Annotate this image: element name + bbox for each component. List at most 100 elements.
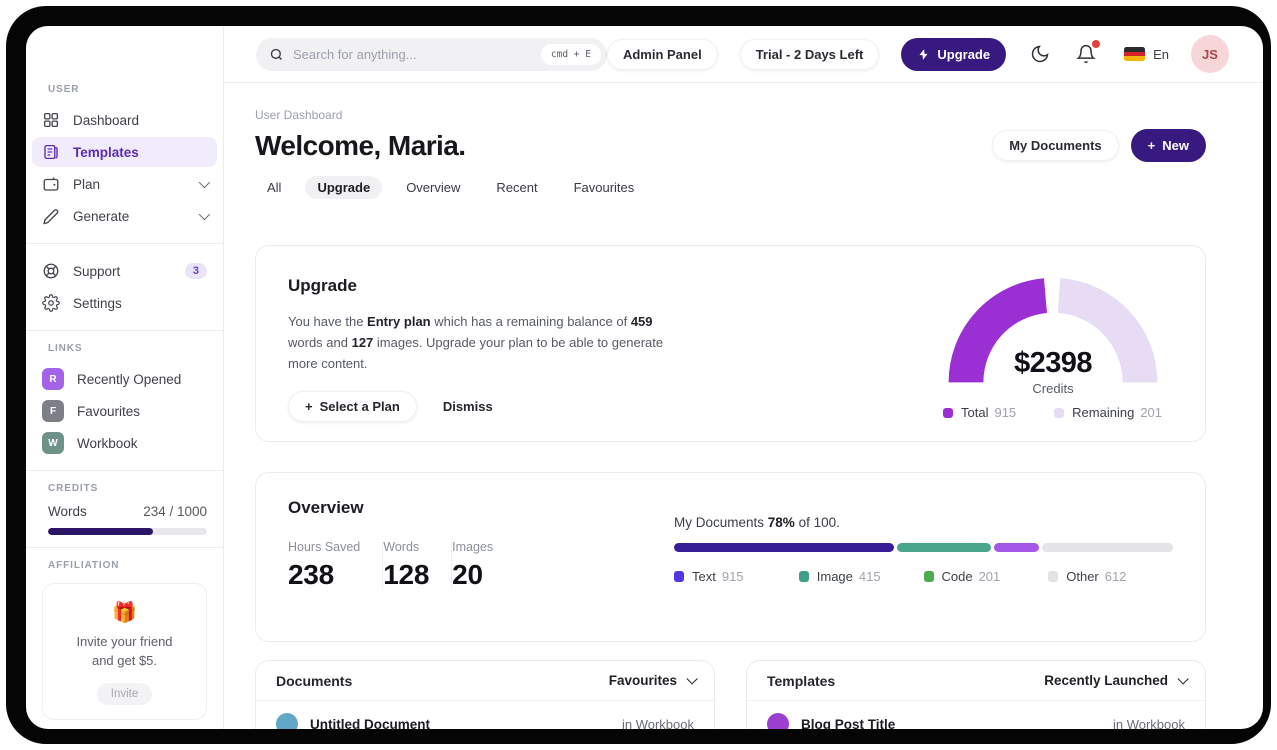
sidebar-section-user: USER	[48, 84, 80, 95]
sidebar-item-generate[interactable]: Generate	[32, 201, 217, 231]
sidebar-item-label: Workbook	[77, 435, 138, 451]
search-icon	[270, 48, 282, 60]
search-input[interactable]	[293, 46, 541, 62]
my-documents-button[interactable]: My Documents	[992, 130, 1119, 161]
tab-all[interactable]: All	[267, 180, 282, 195]
trial-days-left-button[interactable]: Trial - 2 Days Left	[739, 38, 880, 70]
tab-recent[interactable]: Recent	[496, 180, 538, 195]
page-title: Welcome, Maria.	[255, 129, 466, 161]
select-plan-button[interactable]: + Select a Plan	[288, 391, 417, 423]
plus-icon: +	[1147, 138, 1156, 153]
gear-icon	[42, 294, 60, 312]
stat-value: 238	[288, 559, 334, 590]
admin-panel-button[interactable]: Admin Panel	[606, 38, 718, 70]
sidebar-section-credits: CREDITS	[48, 483, 99, 494]
search-bar[interactable]: cmd + E	[256, 37, 607, 71]
dashboard-content: User Dashboard Welcome, Maria. My Docume…	[224, 83, 1263, 729]
sidebar-item-settings[interactable]: Settings	[32, 288, 217, 318]
bar-segment-image	[896, 543, 992, 552]
new-button-label: New	[1162, 138, 1189, 153]
gauge-caption: Credits	[1032, 381, 1074, 396]
document-location: in Workbook	[621, 716, 694, 730]
dark-mode-toggle[interactable]	[1030, 43, 1052, 65]
credits-gauge: $2398 Credits Total 915 Remaining 201	[943, 246, 1169, 441]
chevron-down-icon	[198, 208, 211, 221]
legend-label: Image	[816, 569, 853, 584]
user-avatar[interactable]: JS	[1191, 35, 1229, 73]
notifications-button[interactable]	[1076, 40, 1101, 65]
upgrade-button-label: Upgrade	[937, 46, 991, 62]
wallet-icon	[42, 175, 60, 193]
bar-segment-other	[1042, 543, 1173, 552]
main-area: cmd + E Admin Panel Trial - 2 Days Left …	[224, 26, 1263, 729]
overview-card-title: Overview	[288, 498, 364, 517]
chevron-down-icon	[686, 672, 698, 685]
legend-label: Total	[961, 405, 989, 420]
stat-divider	[382, 542, 384, 589]
search-shortcut-hint: cmd + E	[540, 43, 601, 65]
tab-favourites[interactable]: Favourites	[573, 180, 635, 195]
documents-filter-label: Favourites	[608, 673, 677, 688]
templates-filter-dropdown[interactable]: Recently Launched	[1044, 672, 1189, 688]
sidebar-link-recently-opened[interactable]: R Recently Opened	[32, 364, 217, 394]
legend-swatch-other	[1048, 571, 1059, 582]
stat-label: Hours Saved	[288, 540, 361, 554]
new-button[interactable]: + New	[1130, 129, 1206, 162]
gauge-legend: Total 915 Remaining 201	[943, 405, 1169, 420]
credits-progress-bar	[48, 528, 207, 535]
german-flag-icon[interactable]	[1124, 47, 1146, 61]
document-name: Untitled Document	[310, 716, 430, 730]
notification-dot	[1092, 40, 1101, 48]
progress-legend: Text 915 Image 415 Cod	[674, 569, 1173, 584]
sidebar-link-workbook[interactable]: W Workbook	[32, 428, 217, 458]
legend-label: Code	[941, 569, 973, 584]
life-buoy-icon	[42, 262, 60, 280]
upgrade-card: Upgrade You have the Entry plan which ha…	[255, 245, 1206, 442]
document-list-item[interactable]: Untitled Document in Workbook	[256, 701, 714, 729]
sidebar-item-label: Settings	[73, 295, 122, 311]
sidebar-section-affiliation: AFFILIATION	[48, 560, 120, 571]
language-label[interactable]: En	[1153, 46, 1169, 62]
topbar: cmd + E Admin Panel Trial - 2 Days Left …	[224, 26, 1263, 83]
upgrade-card-title: Upgrade	[288, 276, 357, 295]
sidebar-item-label: Favourites	[77, 403, 141, 419]
documents-card: Documents Favourites Untitled Document i…	[255, 660, 715, 729]
tab-overview[interactable]: Overview	[406, 180, 461, 195]
legend-swatch-text	[674, 571, 684, 582]
sidebar-item-support[interactable]: Support 3	[32, 256, 217, 286]
invite-button[interactable]: Invite	[96, 682, 153, 705]
sidebar-item-label: Templates	[73, 144, 139, 160]
sidebar-item-templates[interactable]: Templates	[32, 137, 217, 167]
credits-words-label: Words	[48, 504, 87, 519]
stat-hours-saved: Hours Saved 238	[288, 540, 382, 591]
documents-filter-dropdown[interactable]: Favourites	[608, 672, 698, 688]
affiliation-text-line1: Invite your friend	[76, 634, 173, 649]
sidebar-item-dashboard[interactable]: Dashboard	[32, 105, 217, 135]
template-location: in Workbook	[1112, 716, 1185, 730]
sidebar-link-favourites[interactable]: F Favourites	[32, 396, 217, 426]
affiliation-text-line2: and get $5.	[91, 652, 158, 668]
filter-tabs: All Upgrade Overview Recent Favourites	[255, 176, 1206, 199]
templates-card-title: Templates	[767, 672, 836, 689]
dismiss-button[interactable]: Dismiss	[442, 399, 493, 415]
sidebar-item-plan[interactable]: Plan	[32, 169, 217, 199]
tab-upgrade[interactable]: Upgrade	[305, 176, 383, 199]
support-count-badge: 3	[184, 263, 207, 279]
legend-label: Other	[1066, 569, 1099, 584]
sidebar-divider	[26, 243, 223, 244]
bar-segment-text	[674, 543, 894, 552]
sidebar-item-label: Recently Opened	[77, 371, 182, 387]
sidebar: USER Dashboard Templates	[26, 26, 224, 729]
legend-label: Remaining	[1072, 405, 1135, 420]
documents-card-title: Documents	[276, 672, 353, 689]
stat-divider	[451, 542, 453, 589]
legend-swatch-code	[923, 571, 934, 582]
sidebar-item-label: Dashboard	[73, 112, 140, 128]
upgrade-button[interactable]: Upgrade	[901, 37, 1007, 71]
template-list-item[interactable]: Blog Post Title in Workbook	[747, 701, 1205, 729]
device-frame: USER Dashboard Templates	[6, 6, 1271, 744]
document-avatar	[276, 713, 298, 729]
stat-value: 20	[452, 559, 483, 590]
sidebar-divider	[26, 330, 223, 331]
